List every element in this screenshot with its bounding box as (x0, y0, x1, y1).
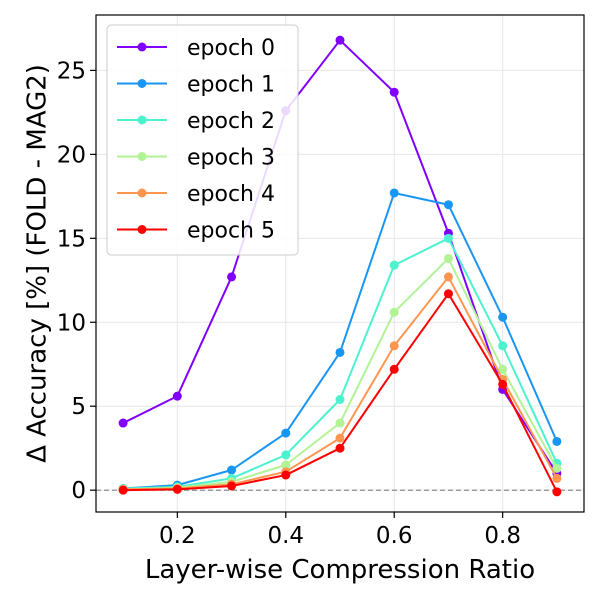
data-point (552, 487, 562, 497)
data-point (389, 87, 399, 97)
series-layer (118, 35, 562, 497)
y-axis-label: Δ Accuracy [%] (FOLD - MAG2) (23, 64, 53, 463)
data-point (118, 418, 128, 428)
data-point (227, 465, 237, 475)
data-point (118, 485, 128, 495)
y-tick-label: 10 (57, 310, 86, 336)
y-tick-label: 0 (71, 478, 86, 504)
legend-label: epoch 3 (187, 146, 275, 171)
legend-label: epoch 2 (187, 109, 275, 134)
legend-marker (137, 42, 147, 52)
data-point (498, 312, 508, 322)
axes-frame (95, 14, 585, 513)
data-point (335, 35, 345, 45)
x-axis-ticks: 0.2 0.4 0.6 0.8 (159, 512, 521, 549)
data-point (498, 341, 508, 351)
y-tick-label: 15 (57, 226, 86, 252)
legend-item: epoch 4 (117, 182, 275, 207)
data-point (335, 433, 345, 443)
data-point (443, 233, 453, 243)
data-point (389, 188, 399, 198)
legend-item: epoch 2 (117, 109, 275, 134)
legend-item: epoch 5 (117, 219, 275, 244)
data-point (227, 481, 237, 491)
x-tick-label: 0.2 (159, 523, 196, 549)
data-point (172, 484, 182, 494)
series-epoch-3 (118, 253, 562, 494)
data-point (281, 460, 291, 470)
legend-marker (137, 79, 147, 88)
y-tick-label: 25 (57, 58, 86, 84)
y-tick-label: 5 (71, 394, 86, 420)
data-point (281, 470, 291, 480)
x-tick-label: 0.8 (484, 523, 521, 549)
data-point (335, 418, 345, 428)
legend-marker (137, 115, 147, 125)
legend-item: epoch 0 (117, 36, 275, 61)
data-point (335, 395, 345, 405)
series-epoch-4 (118, 272, 562, 494)
data-point (172, 391, 182, 401)
data-point (335, 347, 345, 357)
legend-marker (137, 225, 147, 234)
data-point (498, 364, 508, 374)
data-point (498, 379, 508, 389)
x-tick-label: 0.6 (376, 523, 413, 549)
x-axis-label: Layer-wise Compression Ratio (145, 555, 535, 585)
legend-item: epoch 1 (117, 73, 275, 98)
series-line (123, 275, 558, 491)
data-point (552, 436, 562, 446)
data-point (443, 272, 453, 282)
data-point (389, 260, 399, 270)
series-epoch-5 (118, 289, 562, 497)
data-point (552, 473, 562, 483)
legend-marker (137, 188, 147, 198)
data-point (443, 289, 453, 299)
data-point (335, 443, 345, 453)
legend-items: epoch 0 epoch 1 epoch 2 epoch 3 epoch 4 epoch… (117, 36, 275, 244)
legend: epoch 0 epoch 1 epoch 2 epoch 3 epoch 4 epoch… (106, 24, 299, 256)
x-tick-label: 0.4 (267, 523, 304, 549)
legend-label: epoch 4 (187, 182, 275, 207)
data-point (281, 450, 291, 460)
data-point (389, 364, 399, 374)
data-point (227, 272, 237, 282)
data-point (389, 341, 399, 351)
y-axis-ticks: 0 5 10 15 20 25 (57, 58, 96, 504)
data-point (552, 463, 562, 473)
legend-marker (137, 152, 147, 161)
legend-label: epoch 5 (187, 219, 275, 244)
data-point (443, 253, 453, 263)
legend-label: epoch 1 (187, 73, 275, 98)
data-point (281, 428, 291, 438)
legend-item: epoch 3 (117, 146, 275, 171)
y-tick-label: 20 (57, 142, 86, 168)
data-point (443, 200, 453, 210)
legend-label: epoch 0 (187, 36, 275, 61)
data-point (389, 307, 399, 317)
